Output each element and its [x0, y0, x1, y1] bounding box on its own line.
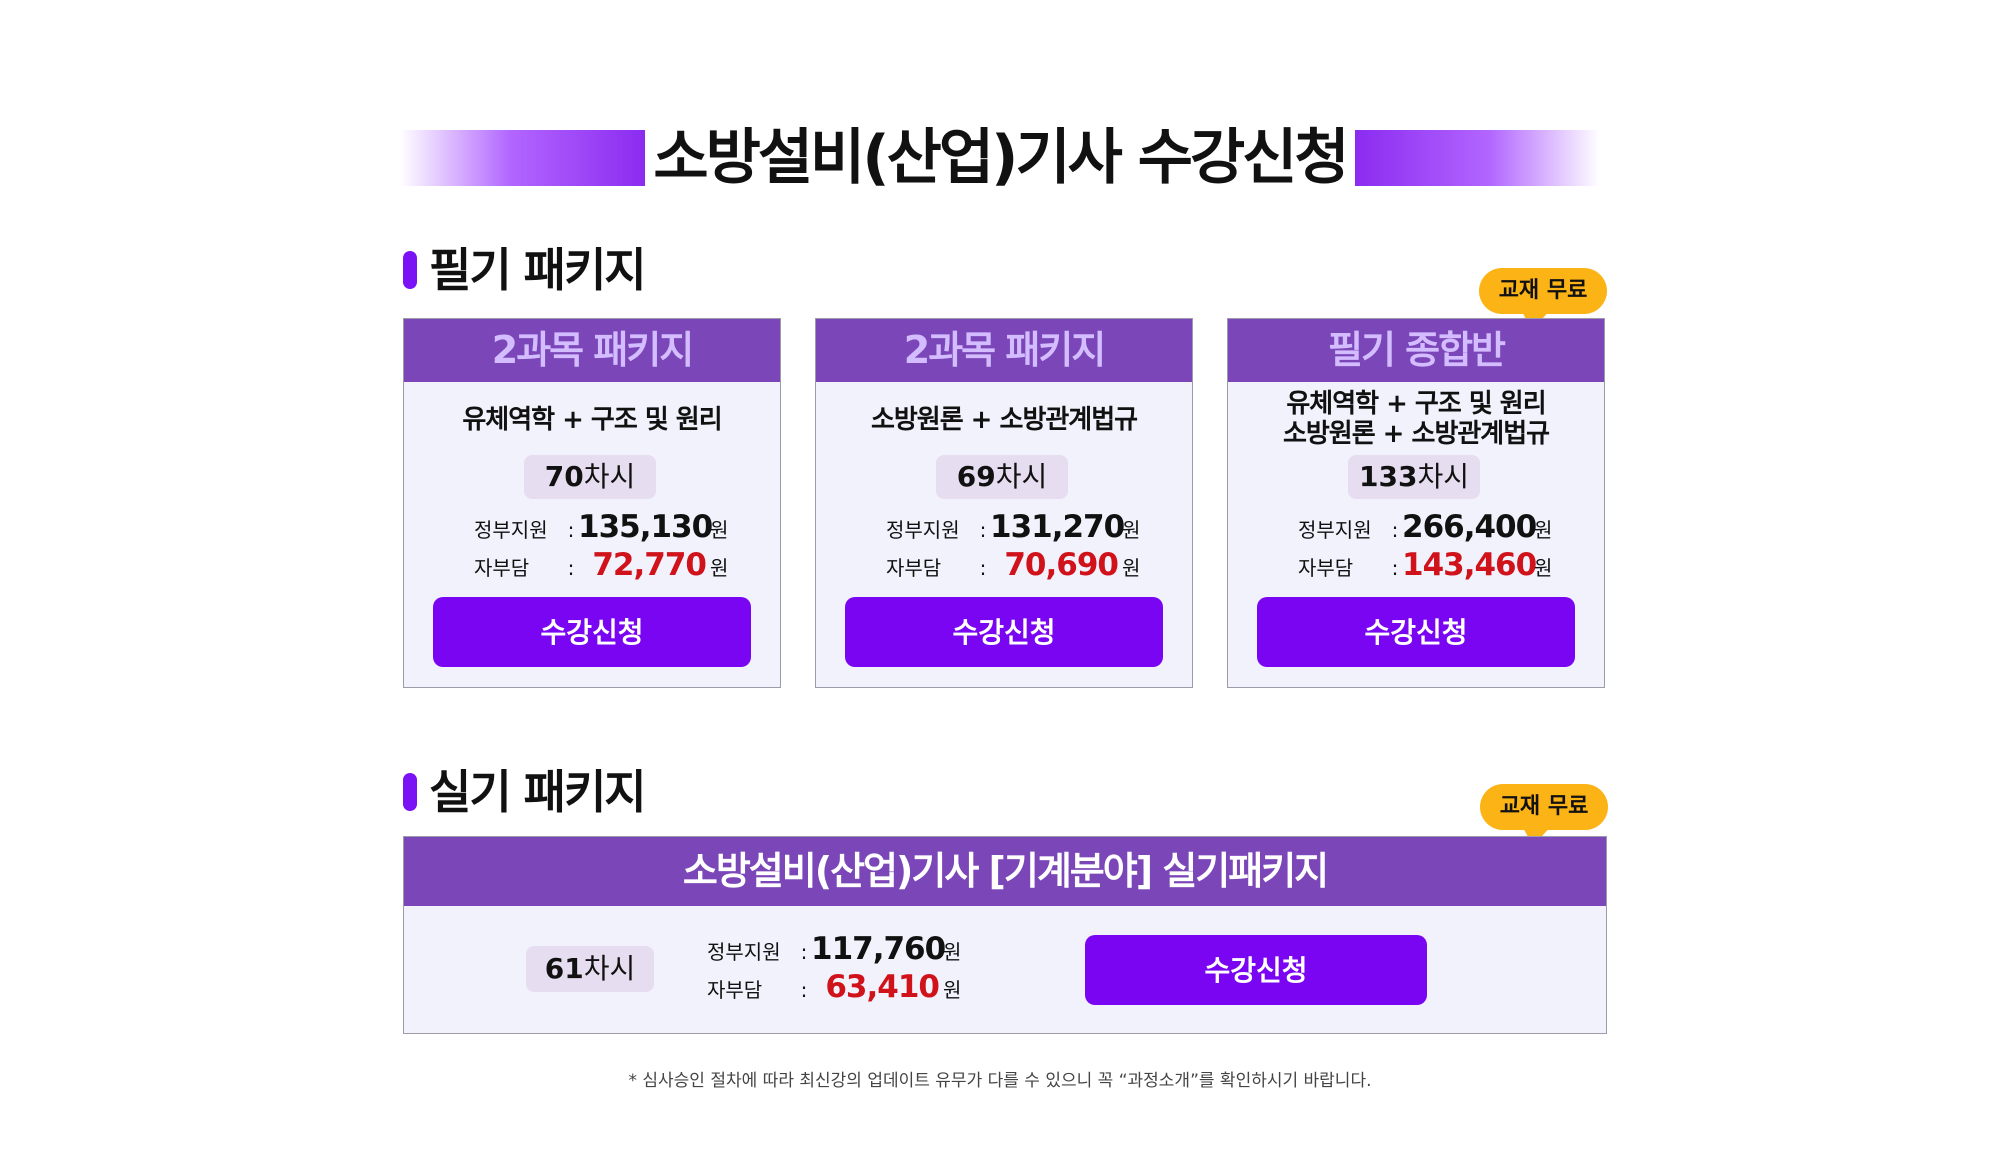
free-textbook-badge: 교재 무료	[1480, 784, 1608, 830]
colon: :	[1391, 518, 1399, 542]
package-card-3: 필기 종합반 유체역학 + 구조 및 원리 소방원론 + 소방관계법규 133차…	[1227, 318, 1605, 688]
gov-label: 정부지원	[707, 940, 781, 964]
apply-button[interactable]: 수강신청	[433, 597, 751, 667]
gov-support-row: 정부지원:135,130 원	[474, 509, 728, 545]
colon: :	[979, 556, 987, 580]
sessions-number: 61	[544, 952, 584, 985]
self-label: 자부담	[474, 556, 530, 580]
gov-price: 135,130	[578, 509, 713, 545]
section-bullet-icon	[403, 251, 417, 289]
gov-price: 117,760	[811, 931, 946, 967]
package-subjects: 소방원론 + 소방관계법규	[816, 405, 1192, 435]
gov-price: 131,270	[990, 509, 1125, 545]
apply-button[interactable]: 수강신청	[845, 597, 1163, 667]
currency: 원	[943, 978, 962, 1002]
practical-package-card: 소방설비(산업)기사 [기계분야] 실기패키지 61차시 정부지원:117,76…	[403, 836, 1607, 1034]
subject-line: 소방원론 + 소방관계법규	[870, 405, 1138, 435]
package-card-2: 2과목 패키지 소방원론 + 소방관계법규 69차시 정부지원:131,270 원…	[815, 318, 1193, 688]
gov-support-row: 정부지원:117,760 원	[707, 931, 961, 967]
self-price: 143,460	[1402, 547, 1537, 583]
title-decoration-right	[1355, 130, 1600, 186]
self-price: 72,770	[592, 547, 707, 583]
package-name: 필기 종합반	[1228, 319, 1604, 382]
self-pay-row: 자부담:70,690 원	[886, 547, 1140, 583]
apply-button[interactable]: 수강신청	[1257, 597, 1575, 667]
sessions-unit: 차시	[1417, 460, 1469, 493]
self-pay-row: 자부담:72,770 원	[474, 547, 728, 583]
currency: 원	[1534, 556, 1553, 580]
gov-support-row: 정부지원:266,400 원	[1298, 509, 1552, 545]
currency: 원	[1122, 518, 1141, 542]
section-title: 필기 패키지	[429, 243, 647, 297]
practical-section-heading: 실기 패키지	[403, 764, 647, 820]
gov-support-row: 정부지원:131,270 원	[886, 509, 1140, 545]
currency: 원	[1122, 556, 1141, 580]
title-decoration-left	[400, 130, 645, 186]
sessions-badge: 61차시	[526, 946, 654, 992]
sessions-badge: 133차시	[1348, 455, 1480, 499]
gov-price: 266,400	[1402, 509, 1537, 545]
self-pay-row: 자부담:63,410 원	[707, 969, 961, 1005]
package-name: 2과목 패키지	[404, 319, 780, 382]
section-title: 실기 패키지	[429, 765, 647, 819]
package-card-1: 2과목 패키지 유체역학 + 구조 및 원리 70차시 정부지원:135,130…	[403, 318, 781, 688]
self-label: 자부담	[886, 556, 942, 580]
package-name: 소방설비(산업)기사 [기계분야] 실기패키지	[404, 837, 1606, 906]
self-label: 자부담	[1298, 556, 1354, 580]
colon: :	[567, 556, 575, 580]
section-bullet-icon	[403, 773, 417, 811]
sessions-unit: 차시	[583, 952, 636, 985]
currency: 원	[710, 556, 729, 580]
sessions-number: 133	[1359, 460, 1418, 493]
colon: :	[800, 978, 808, 1002]
gov-label: 정부지원	[1298, 518, 1372, 542]
gov-label: 정부지원	[474, 518, 548, 542]
written-section-heading: 필기 패키지	[403, 242, 647, 298]
self-pay-row: 자부담:143,460 원	[1298, 547, 1552, 583]
colon: :	[800, 940, 808, 964]
colon: :	[979, 518, 987, 542]
page-title-banner: 소방설비(산업)기사 수강신청	[400, 122, 1600, 194]
free-textbook-badge: 교재 무료	[1479, 268, 1607, 314]
currency: 원	[1534, 518, 1553, 542]
page-title: 소방설비(산업)기사 수강신청	[653, 123, 1349, 193]
self-label: 자부담	[707, 978, 763, 1002]
colon: :	[1391, 556, 1399, 580]
self-price: 70,690	[1004, 547, 1119, 583]
sessions-number: 70	[544, 460, 584, 493]
currency: 원	[943, 940, 962, 964]
colon: :	[567, 518, 575, 542]
footnote: * 심사승인 절차에 따라 최신강의 업데이트 유무가 다를 수 있으니 꼭 “…	[628, 1071, 1372, 1091]
package-subjects: 유체역학 + 구조 및 원리	[404, 405, 780, 435]
package-subjects: 유체역학 + 구조 및 원리 소방원론 + 소방관계법규	[1228, 389, 1604, 449]
currency: 원	[710, 518, 729, 542]
subject-line: 소방원론 + 소방관계법규	[1282, 419, 1550, 449]
package-name: 2과목 패키지	[816, 319, 1192, 382]
self-price: 63,410	[825, 969, 940, 1005]
apply-button[interactable]: 수강신청	[1085, 935, 1427, 1005]
sessions-unit: 차시	[583, 460, 636, 493]
subject-line: 유체역학 + 구조 및 원리	[462, 405, 722, 435]
sessions-badge: 69차시	[936, 455, 1068, 499]
subject-line: 유체역학 + 구조 및 원리	[1286, 389, 1546, 419]
gov-label: 정부지원	[886, 518, 960, 542]
sessions-unit: 차시	[995, 460, 1048, 493]
sessions-badge: 70차시	[524, 455, 656, 499]
sessions-number: 69	[956, 460, 996, 493]
